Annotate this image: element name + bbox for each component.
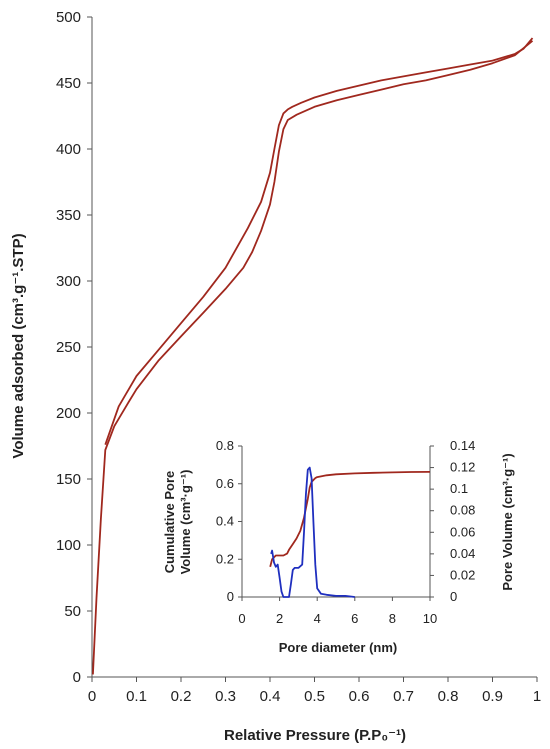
- cumulative-pore-volume-line: [269, 471, 431, 568]
- inset-tick-labels: 0 2 4 6 8 10 0 0.2 0.4 0.6 0.8 0 0.02 0.04 0.06 0.08 0.1…: [216, 438, 475, 626]
- x-tick-label: 0.2: [171, 688, 192, 705]
- adsorption-line: [92, 40, 534, 675]
- y-tick-label: 0: [73, 669, 81, 686]
- y-tick-label: 250: [56, 339, 81, 356]
- inset-x-tick-label: 8: [389, 611, 396, 626]
- inset-y-tick-label: 0: [227, 589, 234, 604]
- inset-x-tick-label: 2: [276, 611, 283, 626]
- y-tick-label: 500: [56, 9, 81, 26]
- x-tick-label: 0.4: [260, 688, 281, 705]
- x-tick-label: 1: [533, 688, 541, 705]
- y-tick-label: 150: [56, 471, 81, 488]
- inset-pore-chart: 0 2 4 6 8 10 0 0.2 0.4 0.6 0.8 0 0.02 0.04 0.06 0.08 0.1…: [162, 438, 515, 655]
- inset-y2-tick-label: 0.04: [450, 546, 475, 561]
- y-axis-label: Volume adsorbed (cm³.g⁻¹.STP): [10, 233, 27, 458]
- inset-x-axis-label: Pore diameter (nm): [279, 640, 397, 655]
- inset-y-axis-label-line2: Volume (cm³·g⁻¹): [178, 470, 193, 575]
- inset-series: [269, 466, 431, 598]
- inset-y-tick-label: 0.6: [216, 476, 234, 491]
- y-tick-label: 100: [56, 537, 81, 554]
- inset-y2-tick-label: 0: [450, 589, 457, 604]
- y-tick-label: 200: [56, 405, 81, 422]
- x-tick-label: 0.5: [304, 688, 325, 705]
- y-tick-label: 400: [56, 141, 81, 158]
- pore-volume-line: [270, 466, 355, 598]
- inset-y2-tick-label: 0.1: [450, 481, 468, 496]
- x-tick-label: 0.6: [349, 688, 370, 705]
- inset-y-tick-label: 0.4: [216, 514, 234, 529]
- inset-y2-tick-label: 0.14: [450, 438, 475, 453]
- inset-y2-tick-label: 0.12: [450, 460, 475, 475]
- main-axes: [87, 16, 538, 682]
- inset-x-tick-label: 0: [238, 611, 245, 626]
- main-tick-labels: 0 0.1 0.2 0.3 0.4 0.5 0.6 0.7 0.8 0.9 105010015020…: [56, 9, 541, 705]
- y-tick-label: 300: [56, 273, 81, 290]
- x-tick-label: 0: [88, 688, 96, 705]
- x-tick-label: 0.8: [438, 688, 459, 705]
- inset-y2-tick-label: 0.06: [450, 524, 475, 539]
- inset-x-tick-label: 6: [351, 611, 358, 626]
- inset-y-axis-label-line1: Cumulative Pore: [162, 471, 177, 574]
- y-tick-label: 50: [64, 603, 81, 620]
- inset-y-tick-label: 0.2: [216, 551, 234, 566]
- x-axis-label: Relative Pressure (P.P₀⁻¹): [224, 727, 406, 744]
- x-tick-label: 0.1: [126, 688, 147, 705]
- x-tick-label: 0.9: [482, 688, 503, 705]
- x-tick-label: 0.3: [215, 688, 236, 705]
- y-tick-label: 450: [56, 75, 81, 92]
- x-tick-label: 0.7: [393, 688, 414, 705]
- inset-y-tick-label: 0.8: [216, 438, 234, 453]
- inset-axes: [238, 445, 434, 601]
- inset-y2-axis-label: Pore Volume (cm³·g⁻¹): [500, 453, 515, 590]
- y-tick-label: 350: [56, 207, 81, 224]
- main-series: [92, 37, 534, 675]
- inset-x-tick-label: 10: [423, 611, 437, 626]
- inset-x-tick-label: 4: [314, 611, 321, 626]
- desorption-line: [104, 37, 534, 445]
- inset-y2-tick-label: 0.02: [450, 567, 475, 582]
- inset-y2-tick-label: 0.08: [450, 503, 475, 518]
